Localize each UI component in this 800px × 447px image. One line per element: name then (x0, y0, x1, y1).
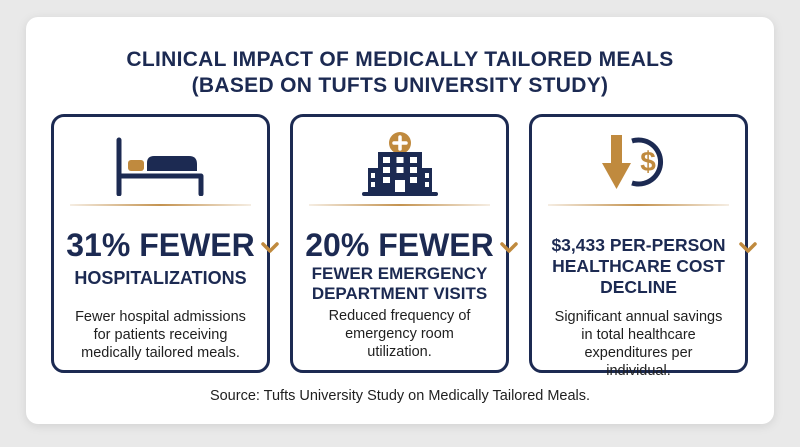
hospital-bed-icon (54, 134, 267, 196)
stat-headline: 31% FEWER (66, 227, 255, 263)
source-note: Source: Tufts University Study on Medica… (209, 388, 591, 404)
chevron-down-icon[interactable] (499, 241, 519, 255)
stat-subheadline: FEWER EMERGENCY (311, 264, 488, 283)
stat-description: medically tailored meals. (81, 345, 240, 361)
stat-description: for patients receiving (93, 327, 228, 343)
stat-card-cost-decline: $ $3,433 PER-PERSON HEALTHCARE COST DECL… (529, 114, 748, 379)
stat-description: Reduced frequency of (328, 308, 471, 324)
svg-text:$: $ (640, 146, 656, 177)
title-line-1: CLINICAL IMPACT OF MEDICALLY TAILORED ME… (126, 48, 674, 71)
hospital-building-icon (293, 130, 506, 198)
stat-description: utilization. (367, 344, 432, 360)
stat-subheadline: HEALTHCARE COST (552, 256, 725, 276)
chevron-down-icon[interactable] (738, 241, 758, 255)
stat-card-emergency-visits: 20% FEWER FEWER EMERGENCY DEPARTMENT VIS… (290, 114, 509, 373)
stat-subheadline: DEPARTMENT VISITS (311, 284, 488, 303)
stat-card-hospitalizations: 31% FEWER HOSPITALIZATIONS Fewer hospita… (51, 114, 270, 373)
stat-description: expenditures per (584, 345, 693, 361)
title-line-2: (BASED ON TUFTS UNIVERSITY STUDY) (191, 74, 609, 97)
stat-subheadline: DECLINE (600, 277, 677, 297)
stat-headline: 20% FEWER (305, 227, 494, 263)
divider (548, 204, 729, 206)
stat-subheadline: $3,433 PER-PERSON (551, 235, 726, 255)
down-arrow-dollar-icon: $ (532, 131, 745, 193)
divider (70, 204, 251, 206)
stat-description: Fewer hospital admissions (75, 309, 246, 325)
divider (309, 204, 490, 206)
infographic-panel: CLINICAL IMPACT OF MEDICALLY TAILORED ME… (26, 17, 774, 424)
stat-description: emergency room (345, 326, 454, 342)
stat-description: in total healthcare (581, 327, 696, 343)
stat-description: Significant annual savings (554, 309, 723, 325)
stat-description: individual. (606, 363, 671, 379)
chevron-down-icon[interactable] (260, 241, 280, 255)
stat-subheadline: HOSPITALIZATIONS (74, 268, 247, 288)
